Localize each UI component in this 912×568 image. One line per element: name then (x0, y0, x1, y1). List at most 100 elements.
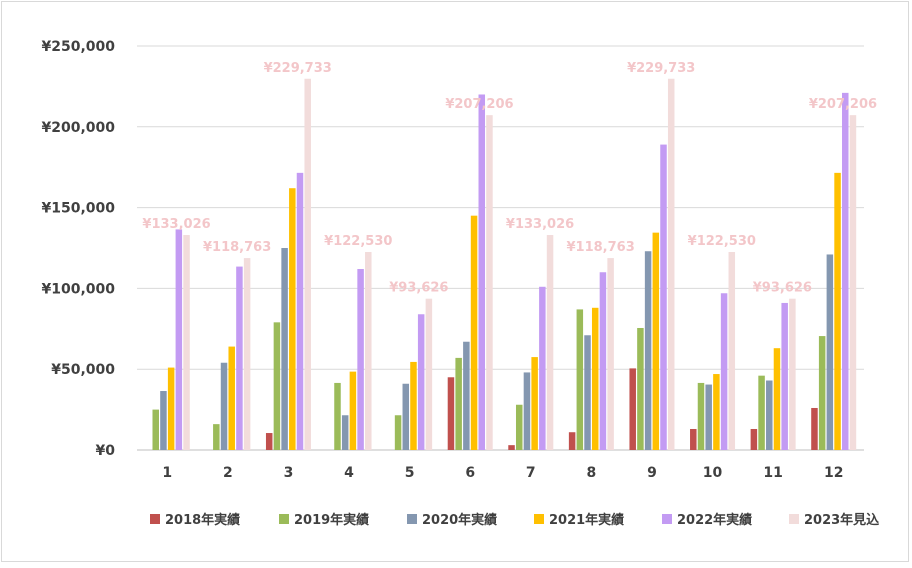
x-tick-label: 4 (344, 465, 354, 481)
bar (750, 428, 758, 450)
bar (486, 115, 493, 451)
bar (584, 335, 591, 450)
bar (818, 336, 826, 450)
y-tick-label: ¥0 (96, 443, 116, 459)
legend-swatch (407, 514, 417, 524)
y-tick-label: ¥200,000 (41, 120, 115, 136)
y-tick-label: ¥100,000 (41, 281, 115, 297)
bar (447, 377, 455, 450)
bar (644, 251, 652, 450)
bar (531, 357, 538, 450)
bar (697, 382, 705, 450)
bar (599, 272, 607, 450)
bar (728, 251, 736, 450)
bar (365, 251, 372, 450)
data-label: ¥118,763 (203, 240, 271, 255)
x-tick-label: 6 (465, 465, 475, 481)
data-label: ¥118,763 (566, 240, 634, 255)
data-label: ¥229,733 (627, 61, 695, 76)
bar (546, 235, 554, 450)
bar (515, 404, 523, 450)
bar (243, 258, 251, 450)
bar (660, 144, 667, 451)
bar (410, 361, 417, 450)
data-label: ¥229,733 (264, 61, 332, 76)
bar (470, 215, 478, 450)
data-label: ¥133,026 (142, 217, 210, 232)
bar (811, 407, 818, 450)
bar (629, 368, 636, 450)
legend-label: 2023年見込 (804, 512, 880, 528)
legend-swatch (279, 514, 289, 524)
data-label: ¥133,026 (506, 217, 574, 232)
bar (576, 309, 584, 450)
bar (265, 433, 273, 450)
bar (591, 307, 599, 450)
bar (394, 415, 402, 450)
bar (220, 362, 228, 450)
data-labels: ¥133,026 ¥118,763 ¥229,733 ¥122,530 ¥93,626 ¥… (142, 61, 877, 296)
data-label: ¥207,206 (809, 97, 877, 112)
bar (826, 254, 834, 450)
bar (637, 327, 644, 450)
legend-swatch (662, 514, 672, 524)
x-tick-label: 2 (223, 465, 233, 481)
x-tick-label: 7 (526, 465, 536, 481)
bar (167, 367, 175, 450)
bar (652, 232, 660, 450)
gridlines (137, 45, 864, 451)
bar (425, 298, 433, 450)
bars (152, 78, 857, 451)
bar (296, 172, 304, 450)
x-tick-label: 5 (405, 465, 415, 481)
x-axis-ticks: 1 2 3 4 5 6 7 8 9 10 11 12 (162, 465, 843, 481)
y-tick-label: ¥50,000 (51, 362, 115, 378)
bar (781, 302, 788, 450)
x-tick-label: 11 (763, 465, 782, 481)
legend-swatch (534, 514, 544, 524)
bar (463, 341, 470, 450)
bar (213, 424, 220, 450)
bar (455, 357, 462, 450)
bar (849, 115, 857, 451)
bar (349, 371, 357, 450)
bar (834, 172, 841, 450)
bar (842, 92, 849, 450)
bar (417, 314, 425, 450)
bar (478, 94, 486, 450)
y-tick-label: ¥250,000 (41, 39, 115, 55)
bar (667, 78, 675, 451)
bar (539, 286, 546, 450)
x-tick-label: 10 (703, 465, 723, 481)
legend: 2018年実績 2019年実績 2020年実績 2021年実績 2022年実績 2023年… (150, 512, 880, 528)
x-tick-label: 9 (647, 465, 657, 481)
bar (304, 78, 311, 451)
bar (607, 258, 614, 450)
legend-label: 2018年実績 (165, 512, 240, 528)
bar (281, 248, 288, 450)
x-tick-label: 1 (162, 465, 172, 481)
legend-label: 2020年実績 (422, 512, 497, 528)
x-tick-label: 8 (587, 465, 597, 481)
y-tick-label: ¥150,000 (41, 201, 115, 217)
bar (523, 372, 531, 450)
x-tick-label: 12 (824, 465, 843, 481)
legend-label: 2021年実績 (549, 512, 624, 528)
bar (357, 269, 364, 450)
data-label: ¥122,530 (688, 234, 756, 249)
bar (789, 298, 796, 450)
bar (273, 322, 281, 450)
bar (183, 235, 190, 450)
bar (766, 380, 773, 450)
bar (773, 348, 781, 450)
bar (289, 188, 296, 450)
x-tick-label: 3 (284, 465, 294, 481)
legend-label: 2019年実績 (294, 512, 369, 528)
bar (705, 384, 712, 450)
legend-swatch (150, 514, 160, 524)
bar (341, 415, 349, 450)
data-label: ¥207,206 (445, 97, 513, 112)
legend-label: 2022年実績 (677, 512, 752, 528)
